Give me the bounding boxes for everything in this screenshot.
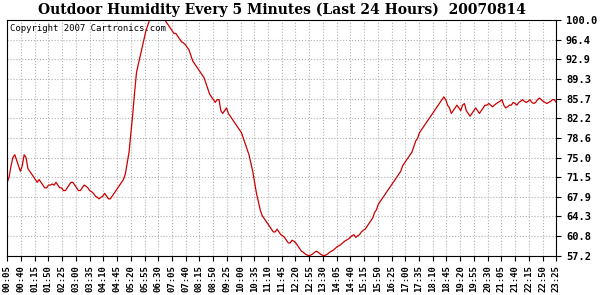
- Title: Outdoor Humidity Every 5 Minutes (Last 24 Hours)  20070814: Outdoor Humidity Every 5 Minutes (Last 2…: [38, 3, 526, 17]
- Text: Copyright 2007 Cartronics.com: Copyright 2007 Cartronics.com: [10, 24, 166, 33]
